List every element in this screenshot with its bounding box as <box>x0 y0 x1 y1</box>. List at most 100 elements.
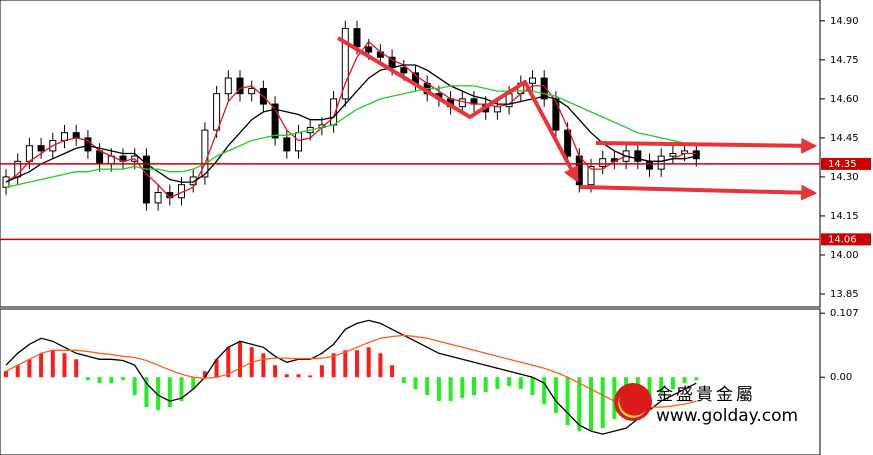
line <box>5 319 697 435</box>
candle-body <box>25 145 33 162</box>
histogram-bar <box>495 377 500 390</box>
y-tick-label: 14.15 <box>830 211 859 222</box>
histogram-bar <box>308 375 313 378</box>
candle-body <box>295 132 302 152</box>
histogram-bar <box>530 377 535 396</box>
histogram-bar <box>296 374 301 378</box>
histogram-bar <box>284 374 289 378</box>
histogram-bar <box>74 359 79 378</box>
candle-body <box>353 28 361 48</box>
candle-body <box>2 176 10 188</box>
histogram-bar <box>483 377 488 393</box>
y-tick-label: 0.00 <box>830 372 852 383</box>
histogram-bar <box>261 353 266 378</box>
y-tick-label: 14.75 <box>830 55 859 66</box>
histogram-bar <box>214 359 219 378</box>
candle-body <box>575 155 583 186</box>
histogram-bar <box>319 365 324 378</box>
y-tick-label: 13.85 <box>830 289 859 300</box>
histogram-bar <box>85 377 90 381</box>
candle-body <box>529 77 536 84</box>
histogram-bar <box>390 365 395 378</box>
histogram-bar <box>366 347 371 378</box>
level-label-box <box>821 233 871 246</box>
line <box>5 40 697 199</box>
line <box>5 85 697 188</box>
candle-body <box>599 158 607 168</box>
histogram-bar <box>565 377 570 426</box>
y-tick-label: 14.90 <box>830 16 859 27</box>
candle-body <box>224 77 232 95</box>
histogram-bar <box>589 377 593 432</box>
histogram-bar <box>331 353 336 378</box>
watermark-name: 金盛貴金屬 <box>656 385 756 405</box>
histogram-bar <box>97 377 102 384</box>
histogram-bar <box>238 341 242 378</box>
y-tick-label: 14.00 <box>830 250 859 261</box>
candle-body <box>248 87 256 95</box>
candle-body <box>61 132 68 141</box>
histogram-bar <box>542 377 547 405</box>
candle-body <box>142 155 150 204</box>
candle-body <box>493 106 501 113</box>
histogram-bar <box>132 377 137 396</box>
candle-body <box>283 137 291 152</box>
histogram-bar <box>401 377 406 384</box>
level-label-box <box>821 157 871 170</box>
histogram-bar <box>191 377 196 390</box>
histogram-bar <box>577 377 582 432</box>
histogram-bar <box>436 377 441 402</box>
candle-body <box>96 150 104 165</box>
histogram-bar <box>179 377 184 402</box>
candle-body <box>84 137 92 152</box>
histogram-bar <box>682 377 687 384</box>
line <box>5 64 697 183</box>
histogram-bar <box>448 377 453 402</box>
histogram-bar <box>15 365 20 378</box>
histogram-bar <box>518 377 523 390</box>
candle-body <box>271 103 279 139</box>
candle-body <box>400 67 408 74</box>
logo: 金盛貴金屬 www.golday.com <box>614 383 798 426</box>
histogram-bar <box>121 377 125 381</box>
histogram-bar <box>144 377 149 408</box>
candle-body <box>236 77 244 95</box>
histogram-bar <box>202 371 207 378</box>
histogram-bar <box>50 350 55 378</box>
support-arrow <box>579 184 818 201</box>
main-pane <box>0 0 821 308</box>
candle-body <box>692 150 700 160</box>
candle-body <box>540 77 548 100</box>
histogram-bar <box>670 377 675 390</box>
level-label: 14.35 <box>828 159 857 170</box>
candle-body <box>657 155 665 170</box>
candle-body <box>669 153 677 157</box>
candle-body <box>37 145 45 152</box>
histogram-bar <box>343 350 348 378</box>
candle-body <box>646 160 653 170</box>
histogram-bar <box>62 353 67 378</box>
candle-body <box>587 166 595 186</box>
histogram-bar <box>273 365 278 378</box>
histogram-bar <box>109 377 114 384</box>
annotation-arrows <box>336 36 818 201</box>
candle-body <box>201 129 209 178</box>
y-tick-label: 0.107 <box>830 308 859 319</box>
resistance-arrow <box>595 137 818 154</box>
histogram-bar <box>600 377 605 429</box>
macd-pane <box>0 308 821 455</box>
histogram-bar <box>507 377 512 387</box>
candle-body <box>341 28 349 100</box>
candle-body <box>365 46 373 53</box>
histogram-bar <box>647 377 652 402</box>
histogram-bar <box>27 359 32 378</box>
trend-arrow <box>336 36 579 183</box>
histogram-bar <box>167 377 172 408</box>
candle-body <box>458 98 466 108</box>
level-label: 14.06 <box>828 234 857 245</box>
line <box>5 334 697 408</box>
watermark-url: www.golday.com <box>656 406 798 426</box>
histogram-bar <box>659 377 664 396</box>
